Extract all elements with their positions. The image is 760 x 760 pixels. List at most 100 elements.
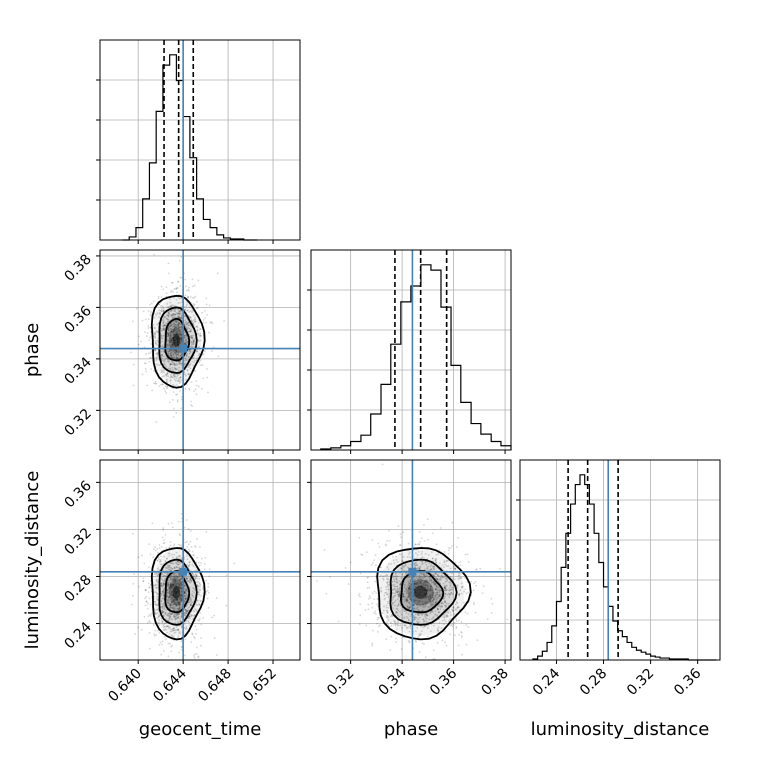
sample-point: [191, 278, 194, 281]
sample-point: [443, 587, 446, 590]
sample-point: [155, 359, 158, 362]
sample-point: [423, 589, 426, 592]
sample-point: [169, 587, 171, 590]
sample-point: [161, 640, 164, 643]
sample-point: [409, 603, 412, 606]
sample-point: [187, 330, 190, 333]
y-tick-label: 0.34: [61, 354, 94, 387]
sample-point: [177, 543, 180, 546]
sample-point: [409, 605, 412, 608]
sample-point: [180, 276, 183, 279]
sample-point: [190, 345, 193, 348]
sample-point: [184, 339, 187, 342]
sample-point: [191, 336, 194, 339]
sample-point: [171, 361, 174, 363]
sample-point: [174, 342, 177, 345]
sample-point: [175, 338, 178, 341]
sample-point: [431, 594, 434, 597]
sample-point: [169, 593, 172, 596]
sample-point: [174, 384, 177, 387]
sample-point: [430, 611, 432, 614]
sample-point: [168, 615, 171, 618]
sample-point: [167, 328, 170, 330]
sample-point: [172, 590, 175, 593]
sample-point: [177, 592, 179, 595]
sample-point: [456, 607, 459, 610]
sample-point: [191, 633, 194, 636]
sample-point: [194, 577, 197, 580]
sample-point: [414, 585, 417, 588]
sample-point: [176, 393, 179, 396]
sample-point: [160, 583, 163, 585]
sample-point: [176, 563, 179, 565]
sample-point: [169, 583, 172, 586]
sample-point: [177, 563, 180, 566]
sample-point: [172, 325, 175, 328]
sample-point: [392, 580, 394, 583]
sample-point: [199, 589, 202, 591]
truth-marker: [179, 344, 188, 353]
sample-point: [170, 584, 173, 587]
sample-point: [171, 628, 173, 631]
hist-panel-phase: [307, 249, 512, 454]
sample-point: [177, 586, 180, 589]
sample-point: [407, 596, 409, 599]
sample-point: [156, 599, 159, 602]
sample-point: [190, 578, 192, 581]
sample-point: [156, 586, 158, 589]
sample-point: [430, 579, 432, 582]
sample-point: [156, 559, 159, 562]
sample-point: [178, 601, 180, 604]
sample-point: [177, 325, 180, 327]
sample-point: [170, 586, 173, 588]
sample-point: [413, 565, 416, 568]
sample-point: [159, 641, 162, 644]
sample-point: [432, 591, 435, 594]
sample-point: [436, 589, 439, 591]
sample-point: [192, 573, 195, 576]
sample-point: [380, 589, 383, 592]
sample-point: [173, 315, 176, 318]
sample-point: [131, 594, 134, 597]
sample-point: [172, 579, 175, 581]
sample-point: [167, 312, 170, 315]
sample-point: [176, 286, 179, 289]
sample-point: [444, 592, 447, 595]
x-tick-label: 0.24: [530, 665, 563, 698]
sample-point: [409, 627, 412, 630]
x-axis-label-phase: phase: [384, 719, 438, 740]
sample-point: [172, 605, 175, 608]
sample-point: [160, 383, 162, 386]
sample-point: [416, 606, 419, 609]
sample-point: [448, 602, 450, 605]
sample-point: [173, 614, 176, 617]
sample-point: [187, 355, 190, 358]
sample-point: [186, 580, 189, 582]
sample-point: [165, 618, 167, 620]
sample-point: [195, 393, 198, 396]
sample-point: [173, 578, 176, 581]
sample-point: [154, 331, 157, 334]
sample-point: [170, 575, 173, 578]
sample-point: [171, 341, 174, 344]
sample-point: [458, 572, 460, 575]
sample-point: [176, 599, 178, 602]
sample-point: [169, 583, 172, 586]
sample-point: [180, 583, 183, 585]
sample-point: [414, 591, 416, 594]
sample-point: [185, 323, 188, 326]
sample-point: [161, 605, 164, 608]
sample-point: [170, 613, 172, 615]
sample-point: [198, 593, 201, 596]
sample-point: [422, 582, 425, 584]
sample-point: [176, 375, 179, 378]
sample-point: [180, 352, 183, 355]
sample-point: [438, 622, 441, 624]
sample-point: [167, 350, 170, 353]
sample-point: [170, 634, 173, 637]
sample-point: [178, 612, 181, 615]
sample-point: [175, 337, 178, 340]
sample-point: [145, 352, 148, 355]
sample-point: [169, 336, 172, 339]
sample-point: [415, 582, 418, 585]
